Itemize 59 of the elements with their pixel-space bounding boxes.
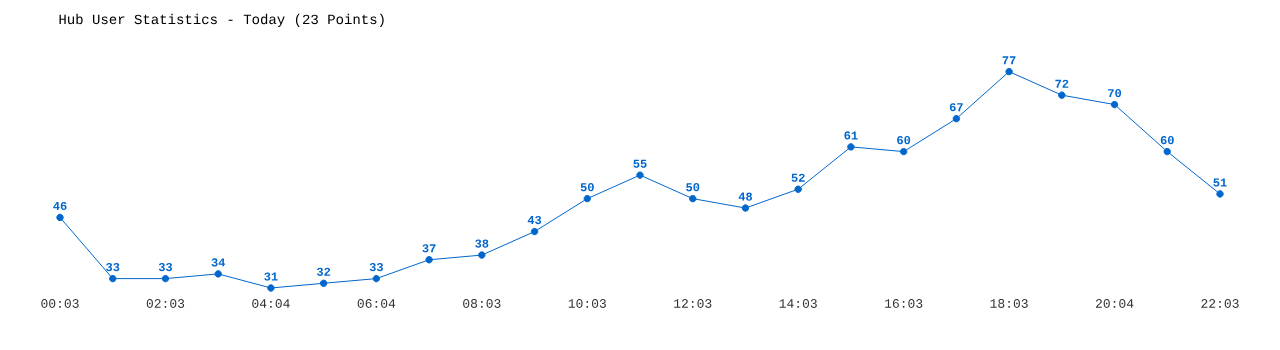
data-label: 61 <box>844 131 858 140</box>
data-label: 31 <box>264 272 278 281</box>
point <box>161 274 170 283</box>
data-label: 77 <box>1002 56 1016 65</box>
chart-title: Hub User Statistics - Today (23 Points) <box>59 13 384 27</box>
data-label: 46 <box>53 201 67 211</box>
data-label: 33 <box>369 263 383 272</box>
data-label: 60 <box>897 136 911 145</box>
data-label: 37 <box>422 244 436 253</box>
data-label: 50 <box>580 183 594 192</box>
point <box>530 227 539 236</box>
x-tick-label: 14:03 <box>779 299 817 308</box>
point <box>1058 91 1066 99</box>
data-label: 51 <box>1213 178 1227 187</box>
data-label: 72 <box>1055 79 1069 88</box>
data-label: 34 <box>211 258 226 267</box>
point <box>847 143 855 151</box>
point <box>267 284 275 292</box>
point <box>1216 190 1224 198</box>
point <box>1163 147 1171 156</box>
data-label: 38 <box>475 239 489 248</box>
point <box>794 185 802 193</box>
data-label: 43 <box>527 215 542 225</box>
data-label: 55 <box>633 159 647 168</box>
point <box>583 194 591 203</box>
x-tick-label: 12:03 <box>674 299 712 308</box>
point <box>319 279 328 287</box>
data-label: 33 <box>158 263 173 272</box>
data-label: 70 <box>1108 89 1122 98</box>
x-tick-label: 02:03 <box>146 299 185 308</box>
point <box>741 204 750 212</box>
point <box>952 114 961 123</box>
x-tick-label: 18:03 <box>990 299 1028 308</box>
point <box>56 213 64 222</box>
x-tick-label: 00:03 <box>41 299 79 308</box>
x-tick-label: 20:04 <box>1095 299 1134 308</box>
point <box>1005 67 1013 76</box>
point <box>425 256 433 264</box>
point <box>478 251 486 259</box>
x-tick-label: 06:04 <box>357 299 396 308</box>
point <box>899 147 908 156</box>
data-label: 60 <box>1160 136 1174 145</box>
data-label: 52 <box>791 173 805 182</box>
data-label: 50 <box>686 183 700 192</box>
x-tick-label: 08:03 <box>463 299 501 308</box>
data-label: 48 <box>738 192 753 201</box>
x-tick-label: 10:03 <box>568 299 606 308</box>
data-label: 33 <box>106 263 120 272</box>
point <box>109 274 117 283</box>
data-label: 67 <box>949 103 963 112</box>
point <box>214 270 222 278</box>
x-tick-label: 04:04 <box>252 299 290 308</box>
point <box>636 171 644 179</box>
point <box>689 194 697 203</box>
x-tick-label: 16:03 <box>885 299 923 308</box>
data-label: 32 <box>316 267 331 276</box>
x-tick-label: 22:03 <box>1201 299 1239 308</box>
point <box>372 274 381 283</box>
point <box>1110 100 1119 109</box>
